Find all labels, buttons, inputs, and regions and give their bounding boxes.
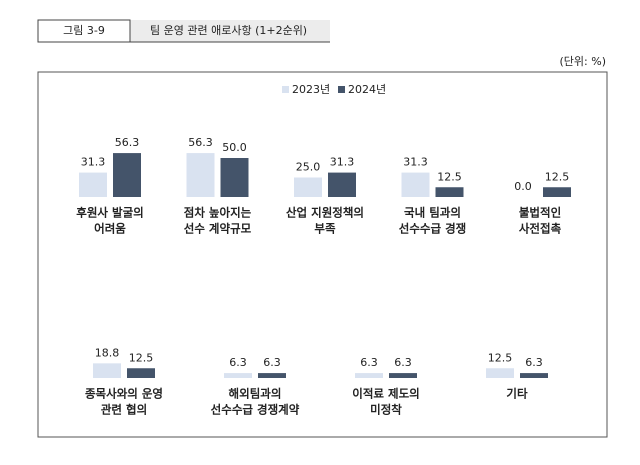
value-label: 12.5: [129, 351, 154, 364]
bar: [328, 172, 356, 197]
value-label: 12.5: [545, 170, 570, 183]
title-strip: [130, 20, 330, 42]
bar: [127, 368, 155, 378]
unit: (단위: %): [560, 55, 606, 68]
legend-label: 2024년: [348, 83, 386, 96]
bar: [486, 368, 514, 378]
category-label: 불법적인: [519, 206, 561, 220]
value-label: 12.5: [488, 351, 513, 364]
category-label: 해외팀과의: [229, 387, 282, 401]
frame: [37, 71, 608, 438]
bar: [186, 153, 215, 197]
value-label: 31.3: [403, 156, 428, 169]
bar: [224, 373, 252, 378]
legend-swatch: [282, 86, 289, 93]
category-label: 부족: [314, 222, 336, 236]
bar: [355, 373, 383, 378]
bar: [113, 153, 141, 197]
value-label: 0.0: [514, 180, 532, 193]
category-label: 기타: [506, 387, 528, 401]
category-label: 선수수급 경쟁: [399, 222, 466, 236]
category-label: 점차 높아지는: [184, 206, 252, 220]
value-label: 31.3: [81, 156, 106, 169]
value-label: 18.8: [95, 346, 120, 359]
category-label: 선수 계약규모: [184, 222, 252, 236]
legend-swatch: [338, 86, 345, 93]
legend-label: 2023년: [292, 83, 330, 96]
category-label: 국내 팀과의: [404, 206, 461, 220]
value-label: 6.3: [263, 356, 281, 369]
category-label: 사전접촉: [519, 222, 562, 236]
value-label: 25.0: [296, 161, 321, 174]
value-label: 12.5: [437, 170, 462, 183]
chart-title: 팀 운영 관련 애로사항 (1+2순위): [150, 24, 307, 37]
category-label: 어려움: [94, 222, 126, 236]
bar: [543, 187, 571, 197]
category-label: 이적료 제도의: [352, 387, 419, 401]
bar: [220, 158, 249, 197]
bar: [93, 363, 121, 378]
category-label: 미정착: [370, 403, 402, 417]
value-label: 6.3: [525, 356, 543, 369]
category-label: 종목사와의 운영: [85, 387, 163, 401]
bar: [435, 187, 464, 197]
value-label: 6.3: [360, 356, 378, 369]
value-label: 6.3: [229, 356, 247, 369]
category-label: 관련 협의: [101, 403, 147, 417]
bar: [294, 177, 322, 197]
value-label: 56.3: [188, 136, 213, 149]
value-label: 6.3: [394, 356, 412, 369]
bar: [258, 373, 286, 378]
value-label: 56.3: [115, 136, 140, 149]
category-label: 후원사 발굴의: [76, 206, 143, 220]
bar: [389, 373, 417, 378]
bar: [401, 172, 430, 197]
bar: [520, 373, 548, 378]
category-label: 선수수급 경쟁계약: [211, 403, 300, 417]
value-label: 31.3: [330, 156, 355, 169]
figure-number: 그림 3-9: [63, 24, 105, 37]
category-label: 산업 지원정책의: [286, 206, 364, 220]
bar: [79, 172, 107, 197]
value-label: 50.0: [222, 141, 247, 154]
